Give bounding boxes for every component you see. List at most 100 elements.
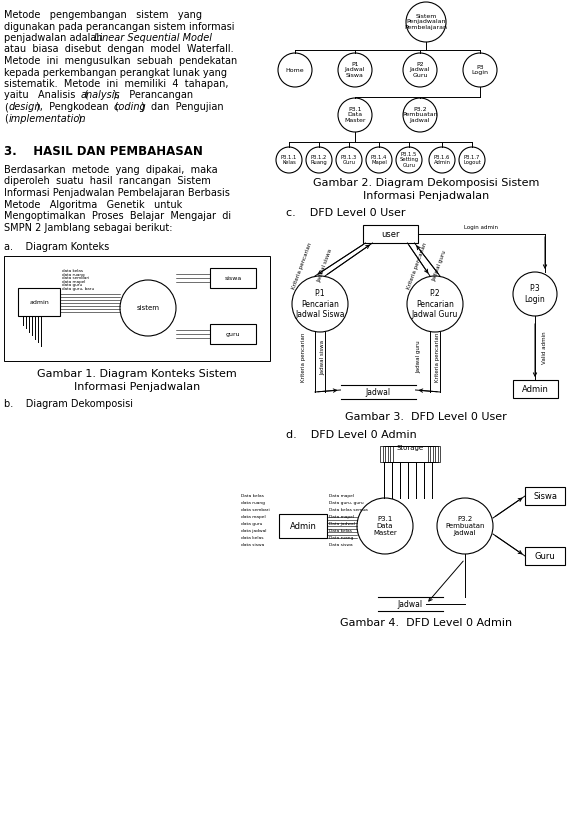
Text: coding: coding	[114, 102, 147, 112]
Text: Home: Home	[286, 67, 304, 72]
Text: admin: admin	[29, 299, 49, 305]
Text: P1
Jadwal
Siswa: P1 Jadwal Siswa	[345, 62, 365, 78]
Text: Jadwal: Jadwal	[365, 388, 391, 397]
Text: Data ruang: Data ruang	[329, 536, 353, 540]
Text: data siswa: data siswa	[241, 543, 264, 547]
Text: c.    DFD Level 0 User: c. DFD Level 0 User	[286, 208, 406, 218]
Text: P3.1
Data
Master: P3.1 Data Master	[373, 516, 397, 536]
Text: a.    Diagram Konteks: a. Diagram Konteks	[4, 242, 109, 252]
Text: (: (	[4, 102, 8, 112]
Bar	[362, 225, 417, 243]
Text: Storage: Storage	[396, 445, 424, 451]
Text: b.    Diagram Dekomposisi: b. Diagram Dekomposisi	[4, 399, 133, 409]
Bar	[387, 446, 432, 462]
Text: Data mapel: Data mapel	[329, 515, 354, 519]
Text: guru: guru	[225, 332, 240, 337]
Text: P3.2
Pembuatan
Jadwal: P3.2 Pembuatan Jadwal	[402, 107, 438, 124]
Text: P3.1.5
Setting
Guru: P3.1.5 Setting Guru	[399, 152, 419, 168]
Text: yaitu   Analisis   (: yaitu Analisis (	[4, 90, 89, 101]
Text: implementation: implementation	[9, 114, 86, 124]
Text: Mengoptimalkan  Proses  Belajar  Mengajar  di: Mengoptimalkan Proses Belajar Mengajar d…	[4, 211, 231, 221]
Text: Jadwal guru: Jadwal guru	[416, 341, 421, 373]
Text: Jadwal: Jadwal	[398, 599, 423, 608]
Text: Gambar 3.  DFD Level 0 User: Gambar 3. DFD Level 0 User	[345, 412, 507, 422]
Text: Metode   Algoritma   Genetik   untuk: Metode Algoritma Genetik untuk	[4, 199, 182, 210]
Text: Informasi Penjadwalan: Informasi Penjadwalan	[363, 191, 489, 201]
Bar	[512, 380, 558, 398]
Text: data guru: data guru	[241, 522, 262, 526]
Bar	[525, 547, 565, 565]
Text: sistematik.  Metode  ini  memiliki  4  tahapan,: sistematik. Metode ini memiliki 4 tahapa…	[4, 79, 228, 89]
Text: Jadwal siswa: Jadwal siswa	[316, 249, 333, 284]
Text: digunakan pada perancangan sistem informasi: digunakan pada perancangan sistem inform…	[4, 21, 235, 32]
Text: P3.1.4
Mapel: P3.1.4 Mapel	[371, 154, 387, 165]
Text: Berdasarkan  metode  yang  dipakai,  maka: Berdasarkan metode yang dipakai, maka	[4, 165, 218, 175]
Text: Admin: Admin	[521, 385, 549, 393]
Text: Metode   pengembangan   sistem   yang: Metode pengembangan sistem yang	[4, 10, 202, 20]
Text: data sembari: data sembari	[62, 276, 89, 280]
Text: d.    DFD Level 0 Admin: d. DFD Level 0 Admin	[286, 430, 417, 440]
Text: data ruang: data ruang	[62, 272, 85, 276]
Text: Gambar 2. Diagram Dekomposisi Sistem: Gambar 2. Diagram Dekomposisi Sistem	[313, 178, 539, 188]
Text: atau  biasa  disebut  dengan  model  Waterfall.: atau biasa disebut dengan model Waterfal…	[4, 45, 233, 54]
Text: data mapel: data mapel	[241, 515, 266, 519]
Text: data sembari: data sembari	[241, 508, 270, 512]
Text: Guru: Guru	[534, 551, 556, 560]
Bar	[382, 446, 437, 462]
Text: P3.1.7
Logout: P3.1.7 Logout	[463, 154, 481, 165]
Text: Metode  ini  mengusulkan  sebuah  pendekatan: Metode ini mengusulkan sebuah pendekatan	[4, 56, 237, 66]
Text: Siswa: Siswa	[533, 492, 557, 501]
Text: Data kelas semua: Data kelas semua	[329, 508, 367, 512]
Bar	[18, 288, 60, 316]
Text: Jadwal siswa: Jadwal siswa	[320, 340, 325, 375]
Text: P3.1
Data
Master: P3.1 Data Master	[344, 107, 366, 124]
Text: Login admin: Login admin	[464, 225, 498, 230]
Text: Gambar 1. Diagram Konteks Sistem: Gambar 1. Diagram Konteks Sistem	[37, 369, 237, 379]
Text: data kelas: data kelas	[241, 536, 264, 540]
Text: Kriteria pencarian: Kriteria pencarian	[291, 242, 313, 290]
Text: Data kelas: Data kelas	[329, 529, 352, 533]
Text: P.2
Pencarian
Jadwal Guru: P.2 Pencarian Jadwal Guru	[412, 289, 458, 319]
Text: Kriteria pencarian: Kriteria pencarian	[406, 242, 428, 290]
Text: (: (	[4, 114, 8, 124]
Text: Kriteria pencarian: Kriteria pencarian	[302, 333, 307, 381]
Text: siswa: siswa	[224, 276, 241, 280]
Text: data mapel: data mapel	[62, 280, 85, 284]
Bar	[279, 514, 327, 538]
Text: P.1
Pencarian
Jadwal Siswa: P.1 Pencarian Jadwal Siswa	[295, 289, 345, 319]
Text: P3.1.1
Kelas: P3.1.1 Kelas	[281, 154, 297, 165]
Text: sistem: sistem	[136, 305, 160, 311]
Text: Informasi Penjadwalan Pembelajaran Berbasis: Informasi Penjadwalan Pembelajaran Berba…	[4, 188, 230, 198]
Text: SMPN 2 Jamblang sebagai berikut:: SMPN 2 Jamblang sebagai berikut:	[4, 223, 173, 233]
Text: data guru: data guru	[62, 283, 82, 287]
Bar	[390, 446, 430, 462]
Text: Informasi Penjadwalan: Informasi Penjadwalan	[74, 382, 200, 392]
Text: Linear Sequential Model: Linear Sequential Model	[94, 33, 212, 43]
Text: Jadwal guru: Jadwal guru	[432, 250, 448, 282]
Text: data guru, baru: data guru, baru	[62, 286, 94, 290]
Text: Kriteria pencarian: Kriteria pencarian	[436, 333, 441, 381]
Text: diperoleh  suatu  hasil  rancangan  Sistem: diperoleh suatu hasil rancangan Sistem	[4, 176, 211, 186]
Text: Sistem
Penjadwalan
Pembelajaran: Sistem Penjadwalan Pembelajaran	[404, 14, 448, 30]
Text: Valid admin: Valid admin	[542, 332, 548, 364]
Text: data ruang: data ruang	[241, 501, 265, 505]
Bar	[210, 324, 256, 344]
Text: P2
Jadwal
Guru: P2 Jadwal Guru	[410, 62, 430, 78]
Text: P3.1.6
Admin: P3.1.6 Admin	[433, 154, 450, 165]
Text: kepada perkembangan perangkat lunak yang: kepada perkembangan perangkat lunak yang	[4, 67, 227, 77]
Text: analysis: analysis	[81, 90, 120, 101]
Text: ),   Perancangan: ), Perancangan	[113, 90, 193, 101]
Text: user: user	[381, 229, 399, 238]
Bar	[385, 446, 435, 462]
Text: ),  Pengkodean  (: ), Pengkodean (	[36, 102, 119, 112]
Bar	[380, 446, 440, 462]
Text: design: design	[9, 102, 41, 112]
Bar	[4, 256, 270, 361]
Text: Admin: Admin	[290, 521, 316, 531]
Bar	[525, 487, 565, 505]
Text: P3.1.2
Ruang: P3.1.2 Ruang	[311, 154, 327, 165]
Text: penjadwalan adalah: penjadwalan adalah	[4, 33, 106, 43]
Bar	[392, 446, 428, 462]
Bar	[210, 268, 256, 288]
Text: data jadwal: data jadwal	[241, 529, 266, 533]
